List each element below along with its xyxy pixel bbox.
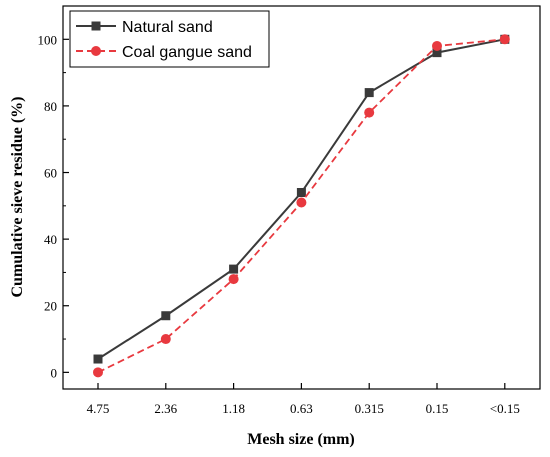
- y-axis: 0 20 40 60 80 100: [38, 32, 69, 380]
- legend-label: Coal gangue sand: [122, 44, 252, 61]
- data-point: [161, 311, 171, 321]
- x-tick-label: 0.315: [355, 401, 384, 416]
- x-tick-label: 2.36: [154, 401, 177, 416]
- x-tick-label: <0.15: [490, 401, 520, 416]
- y-tick-label: 20: [44, 299, 57, 314]
- legend-box: [69, 10, 270, 68]
- data-point: [364, 88, 374, 98]
- x-tick-label: 0.15: [426, 401, 449, 416]
- data-point: [228, 274, 239, 285]
- data-point: [432, 40, 442, 51]
- y-tick-label: 40: [44, 232, 57, 247]
- data-point: [93, 367, 103, 378]
- data-point: [93, 354, 103, 364]
- y-axis-title: Cumulative sieve residue (%): [9, 96, 26, 297]
- legend-marker: [91, 46, 101, 56]
- x-tick-label: 1.18: [222, 401, 245, 416]
- series-layer: [93, 34, 510, 378]
- x-tick-label: 4.75: [87, 401, 110, 416]
- y-tick-label: 0: [51, 365, 58, 380]
- y-tick-label: 100: [38, 32, 58, 47]
- data-point: [499, 34, 510, 45]
- legend: Natural sand Coal gangue sand: [69, 10, 270, 68]
- x-tick-label: 0.63: [290, 401, 313, 416]
- data-point: [296, 188, 306, 198]
- x-axis: 4.75 2.36 1.18 0.63 0.315 0.15 <0.15: [87, 383, 520, 416]
- series-1: [93, 34, 510, 378]
- y-tick-label: 60: [44, 166, 57, 181]
- y-tick-label: 80: [44, 99, 57, 114]
- legend-marker: [91, 21, 101, 31]
- data-point: [432, 48, 442, 58]
- x-axis-title: Mesh size (mm): [247, 431, 355, 448]
- data-point: [160, 334, 171, 345]
- legend-label: Natural sand: [122, 19, 213, 36]
- data-point: [296, 197, 307, 208]
- data-point: [364, 107, 375, 118]
- data-point: [229, 264, 239, 274]
